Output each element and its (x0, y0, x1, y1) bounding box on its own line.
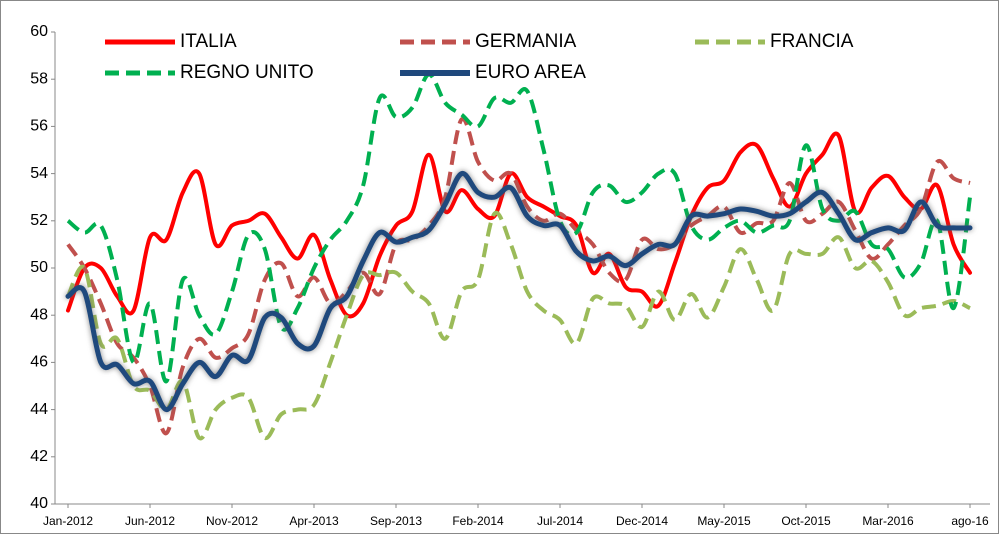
y-tick-label: 48 (30, 306, 48, 323)
x-tick-label: Oct-2015 (781, 514, 831, 528)
x-tick-label: Mar-2016 (862, 514, 914, 528)
legend-label: EURO AREA (475, 62, 586, 83)
legend-label: REGNO UNITO (180, 62, 314, 83)
x-tick-label: ago-16 (951, 514, 989, 528)
y-tick-label: 50 (30, 259, 48, 276)
y-tick-label: 58 (30, 70, 48, 87)
series-line (66, 210, 971, 441)
y-tick-label: 42 (30, 448, 48, 465)
series-line (66, 72, 972, 384)
series-line (66, 117, 971, 436)
y-tick-label: 56 (30, 118, 48, 135)
x-tick-label: Jan-2012 (43, 514, 93, 528)
x-tick-label: Nov-2012 (206, 514, 258, 528)
x-tick-label: Jul-2014 (537, 514, 583, 528)
y-tick-label: 44 (30, 401, 48, 418)
y-tick-label: 40 (30, 495, 48, 512)
x-tick-label: Dec-2014 (616, 514, 668, 528)
series-line (66, 131, 972, 319)
series-line (65, 171, 973, 413)
x-tick-label: May-2015 (697, 514, 751, 528)
x-tick-label: Feb-2014 (452, 514, 504, 528)
legend-label: FRANCIA (770, 31, 854, 52)
y-tick-label: 52 (30, 212, 48, 229)
legend-label: ITALIA (180, 31, 237, 52)
x-tick-label: Jun-2012 (125, 514, 175, 528)
x-tick-label: Sep-2013 (370, 514, 422, 528)
x-tick-label: Apr-2013 (289, 514, 339, 528)
legend-label: GERMANIA (475, 31, 577, 52)
y-tick-label: 46 (30, 354, 48, 371)
y-tick-label: 54 (30, 165, 48, 182)
y-tick-label: 60 (30, 23, 48, 40)
